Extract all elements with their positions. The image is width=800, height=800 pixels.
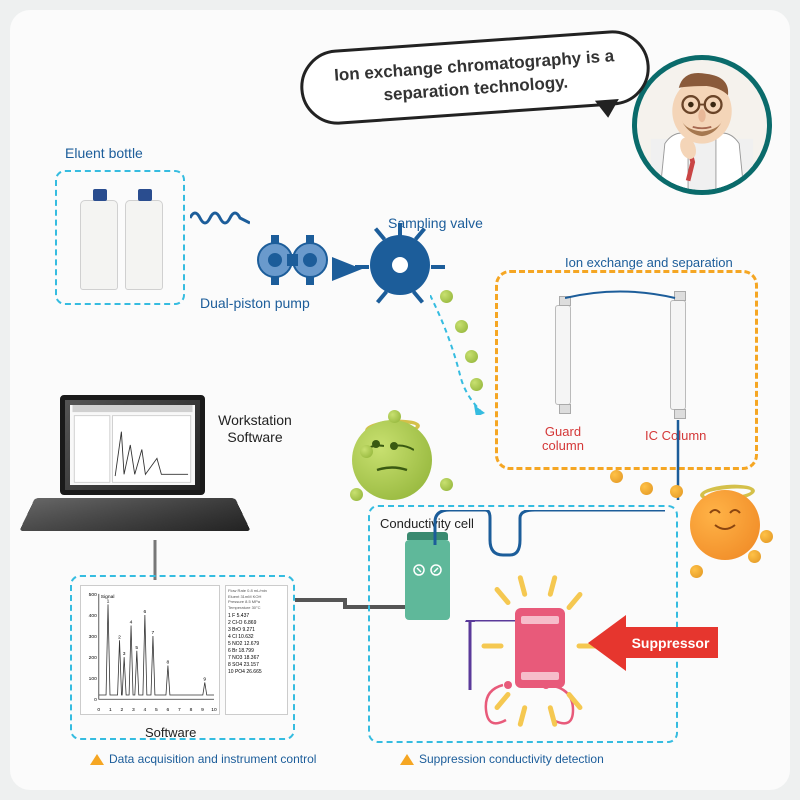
svg-text:8: 8 — [167, 660, 170, 666]
svg-text:9: 9 — [203, 676, 206, 682]
eluent-tube — [190, 203, 250, 228]
svg-text:400: 400 — [89, 613, 97, 619]
bottle-2 — [125, 200, 163, 290]
svg-text:5: 5 — [155, 707, 158, 713]
guard-column — [555, 305, 571, 405]
suppressor-device — [515, 608, 565, 688]
svg-text:Signal: Signal — [101, 594, 115, 600]
svg-text:5: 5 — [135, 645, 138, 651]
svg-text:4: 4 — [144, 707, 147, 713]
ic-column — [670, 300, 686, 410]
svg-text:2: 2 — [118, 634, 121, 640]
scientist-avatar — [632, 55, 772, 195]
svg-text:3: 3 — [123, 651, 126, 657]
bottle-1 — [80, 200, 118, 290]
label-data-acq: Data acquisition and instrument control — [90, 752, 316, 766]
triangle-icon — [90, 754, 104, 765]
arrow-to-valve — [332, 257, 362, 281]
label-exchange: Ion exchange and separation — [565, 255, 733, 270]
green-ion-character — [352, 420, 432, 500]
suppressor-arrow-label: Suppressor — [623, 627, 718, 658]
label-eluent: Eluent bottle — [65, 145, 143, 161]
eluent-box — [55, 170, 185, 305]
label-valve: Sampling valve — [388, 215, 483, 231]
svg-text:10: 10 — [211, 707, 217, 713]
suppressor-arrow: Suppressor — [588, 615, 718, 670]
orange-ion-character — [690, 490, 760, 560]
label-suppression: Suppression conductivity detection — [400, 752, 604, 766]
svg-text:3: 3 — [132, 707, 135, 713]
svg-text:0: 0 — [97, 707, 100, 713]
svg-text:100: 100 — [89, 676, 97, 682]
canvas: Ion exchange chromatography is a separat… — [10, 10, 790, 790]
column-connector — [565, 290, 695, 310]
svg-text:0: 0 — [94, 697, 97, 703]
svg-text:8: 8 — [190, 707, 193, 713]
svg-text:500: 500 — [89, 592, 97, 598]
svg-text:6: 6 — [167, 707, 170, 713]
laptop-keyboard — [19, 498, 251, 531]
sampling-valve — [370, 235, 430, 295]
svg-text:6: 6 — [144, 609, 147, 615]
peaks-table: Flow Rate 0.8 mL/minEluent 31mM KOHPress… — [225, 585, 288, 715]
svg-text:1: 1 — [109, 707, 112, 713]
chromatogram-chart: 0100200300400500012345678910123456789Sig… — [80, 585, 220, 715]
svg-text:4: 4 — [130, 620, 133, 626]
label-guard: Guard column — [533, 425, 593, 454]
svg-text:9: 9 — [201, 707, 204, 713]
label-workstation: Workstation Software — [205, 412, 305, 446]
laptop-screen — [60, 395, 205, 495]
triangle-icon — [400, 754, 414, 765]
label-software: Software — [145, 725, 196, 740]
valve-out-dashed — [430, 295, 490, 415]
laptop-to-software-line — [140, 540, 170, 580]
svg-text:7: 7 — [178, 707, 181, 713]
dual-piston-pump — [255, 230, 330, 290]
svg-text:200: 200 — [89, 655, 97, 661]
speech-text: Ion exchange chromatography is a separat… — [322, 45, 628, 110]
svg-text:300: 300 — [89, 634, 97, 640]
svg-text:2: 2 — [120, 707, 123, 713]
speech-bubble: Ion exchange chromatography is a separat… — [298, 28, 652, 127]
label-pump: Dual-piston pump — [200, 295, 310, 311]
svg-text:7: 7 — [152, 630, 155, 636]
